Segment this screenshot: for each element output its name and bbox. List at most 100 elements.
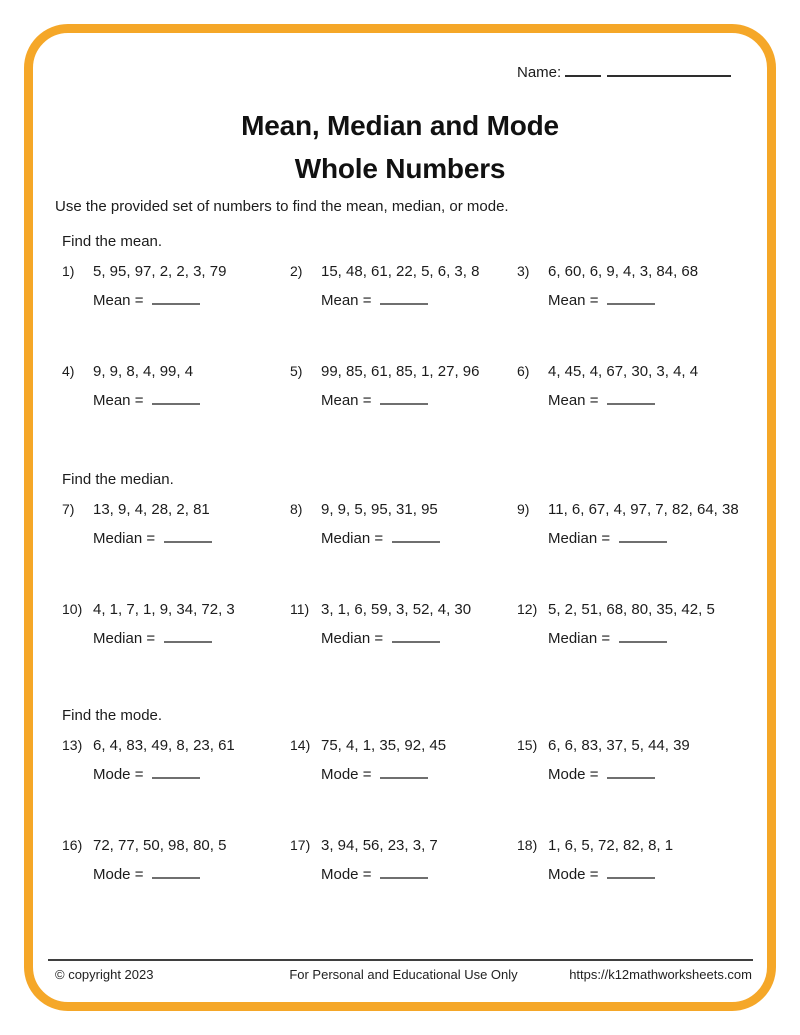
problem-item: 2) 15, 48, 61, 22, 5, 6, 3, 8 Mean = [290,262,517,311]
answer-row: Median = [548,628,800,649]
answer-label: Mean = [93,292,144,309]
answer-row: Median = [321,628,517,649]
problem-item: 1) 5, 95, 97, 2, 2, 3, 79 Mean = [62,262,290,311]
answer-label: Median = [548,530,611,547]
problem-item: 15) 6, 6, 83, 37, 5, 44, 39 Mode = [517,736,800,785]
answer-blank-line [607,390,656,405]
answer-row: Mode = [548,764,800,785]
answer-blank-line [380,290,429,305]
problem-body: 99, 85, 61, 85, 1, 27, 96 Mean = [321,362,517,411]
number-list: 6, 6, 83, 37, 5, 44, 39 [548,737,690,754]
problem-item: 13) 6, 4, 83, 49, 8, 23, 61 Mode = [62,736,290,785]
number-list: 11, 6, 67, 4, 97, 7, 82, 64, 38 [548,501,739,518]
answer-row: Mean = [321,290,517,311]
problem-number: 17) [290,837,311,853]
problem-number: 9) [517,501,530,517]
answer-label: Median = [93,530,156,547]
answer-label: Mean = [321,392,372,409]
problem-body: 9, 9, 5, 95, 31, 95 Median = [321,500,517,549]
answer-blank-line [607,764,656,779]
answer-label: Mode = [93,766,144,783]
problem-body: 5, 2, 51, 68, 80, 35, 42, 5 Median = [548,600,800,649]
answer-blank-line [607,290,656,305]
page-title: Mean, Median and Mode Whole Numbers [0,104,800,190]
problem-grid: 13) 6, 4, 83, 49, 8, 23, 61 Mode = 14) 75, 4… [0,736,800,885]
instructions-text: Use the provided set of numbers to find … [55,198,509,215]
answer-blank-line [152,764,201,779]
problem-grid: 7) 13, 9, 4, 28, 2, 81 Median = 8) 9, 9, 5, … [0,500,800,649]
website-url: https://k12mathworksheets.com [569,967,752,982]
section-heading: Find the mean. [62,233,163,250]
answer-row: Mean = [93,390,290,411]
answer-row: Mode = [321,764,517,785]
answer-blank-line [152,864,201,879]
answer-row: Mean = [548,290,800,311]
problem-item: 16) 72, 77, 50, 98, 80, 5 Mode = [62,836,290,885]
answer-label: Mode = [321,866,372,883]
section-heading: Find the median. [62,471,174,488]
problem-number: 18) [517,837,538,853]
problem-item: 12) 5, 2, 51, 68, 80, 35, 42, 5 Median = [517,600,800,649]
answer-label: Median = [548,630,611,647]
problem-item: 5) 99, 85, 61, 85, 1, 27, 96 Mean = [290,362,517,411]
problem-item: 6) 4, 45, 4, 67, 30, 3, 4, 4 Mean = [517,362,800,411]
answer-blank-line [619,628,668,643]
problem-number: 12) [517,601,538,617]
number-list: 5, 2, 51, 68, 80, 35, 42, 5 [548,601,715,618]
answer-row: Mean = [548,390,800,411]
title-line-2: Whole Numbers [294,153,506,184]
answer-blank-line [392,628,441,643]
problem-body: 1, 6, 5, 72, 82, 8, 1 Mode = [548,836,800,885]
answer-row: Mean = [93,290,290,311]
problem-body: 5, 95, 97, 2, 2, 3, 79 Mean = [93,262,290,311]
answer-label: Median = [321,530,384,547]
problem-item: 14) 75, 4, 1, 35, 92, 45 Mode = [290,736,517,785]
answer-row: Mode = [93,764,290,785]
usage-text: For Personal and Educational Use Only [289,967,518,982]
problem-number: 5) [290,363,303,379]
number-list: 3, 94, 56, 23, 3, 7 [321,837,438,854]
problem-item: 17) 3, 94, 56, 23, 3, 7 Mode = [290,836,517,885]
problem-number: 13) [62,737,83,753]
title-line-1: Mean, Median and Mode [241,110,559,141]
problem-number: 2) [290,263,303,279]
number-list: 5, 95, 97, 2, 2, 3, 79 [93,263,227,280]
answer-row: Mode = [321,864,517,885]
answer-label: Median = [93,630,156,647]
answer-blank-line [607,864,656,879]
number-list: 13, 9, 4, 28, 2, 81 [93,501,210,518]
problem-body: 13, 9, 4, 28, 2, 81 Median = [93,500,290,549]
answer-blank-line [164,628,213,643]
number-list: 72, 77, 50, 98, 80, 5 [93,837,227,854]
name-blank-line [565,60,602,77]
answer-label: Mean = [321,292,372,309]
footer-divider [48,959,753,961]
answer-row: Median = [93,628,290,649]
problem-number: 4) [62,363,75,379]
problem-number: 7) [62,501,75,517]
answer-blank-line [152,290,201,305]
problem-body: 4, 1, 7, 1, 9, 34, 72, 3 Median = [93,600,290,649]
answer-row: Median = [321,528,517,549]
number-list: 4, 45, 4, 67, 30, 3, 4, 4 [548,363,699,380]
problem-body: 6, 4, 83, 49, 8, 23, 61 Mode = [93,736,290,785]
problem-body: 6, 60, 6, 9, 4, 3, 84, 68 Mean = [548,262,800,311]
answer-blank-line [380,390,429,405]
answer-label: Mean = [93,392,144,409]
problem-body: 6, 6, 83, 37, 5, 44, 39 Mode = [548,736,800,785]
answer-row: Median = [548,528,800,549]
problem-section: Find the mean. 1) 5, 95, 97, 2, 2, 3, 79 Me… [0,232,800,411]
problem-number: 16) [62,837,83,853]
problem-number: 11) [290,601,310,617]
problem-number: 1) [62,263,75,279]
problem-number: 8) [290,501,303,517]
number-list: 6, 4, 83, 49, 8, 23, 61 [93,737,235,754]
number-list: 1, 6, 5, 72, 82, 8, 1 [548,837,674,854]
answer-blank-line [164,528,213,543]
number-list: 3, 1, 6, 59, 3, 52, 4, 30 [321,601,472,618]
problem-item: 10) 4, 1, 7, 1, 9, 34, 72, 3 Median = [62,600,290,649]
problem-number: 3) [517,263,530,279]
problem-item: 9) 11, 6, 67, 4, 97, 7, 82, 64, 38 Median … [517,500,800,549]
problem-item: 11) 3, 1, 6, 59, 3, 52, 4, 30 Median = [290,600,517,649]
problem-number: 10) [62,601,83,617]
